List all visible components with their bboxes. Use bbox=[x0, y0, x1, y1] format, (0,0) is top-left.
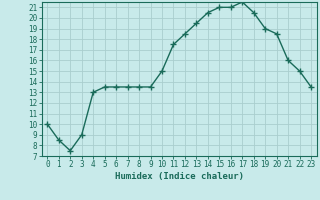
X-axis label: Humidex (Indice chaleur): Humidex (Indice chaleur) bbox=[115, 172, 244, 181]
